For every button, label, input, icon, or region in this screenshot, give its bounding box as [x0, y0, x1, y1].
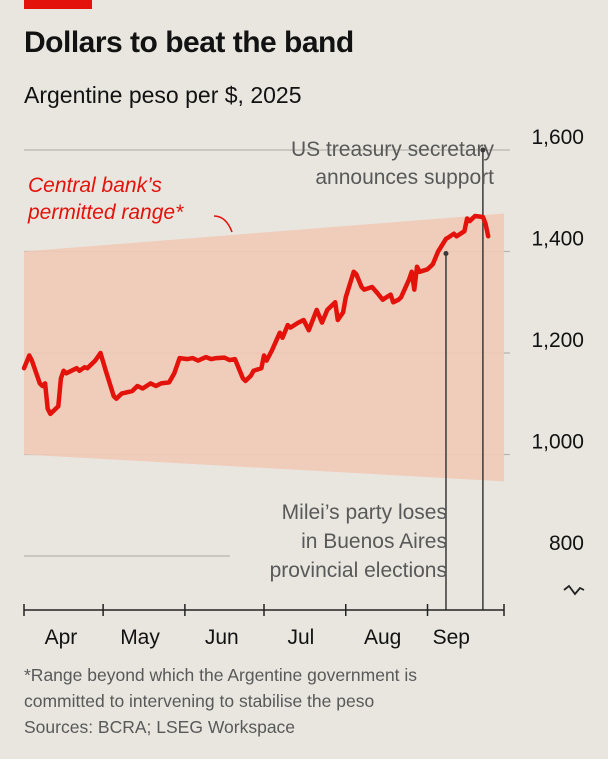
- series-layer: [21, 213, 491, 417]
- x-tick-label-sep: Sep: [433, 626, 470, 649]
- annotation-leaders: [443, 147, 486, 610]
- x-tick-label-aug: Aug: [364, 626, 401, 649]
- x-tick-label-apr: Apr: [45, 626, 78, 649]
- band-area: [24, 213, 504, 482]
- leader-dot-us-treasury: [480, 147, 486, 153]
- chart-subtitle: Argentine peso per $, 2025: [24, 82, 302, 108]
- y-tick-label-1200: 1,200: [531, 329, 584, 352]
- y-tick-label-1000: 1,000: [531, 431, 584, 454]
- footnote-line-2: committed to intervening to stabilise th…: [24, 691, 375, 711]
- annotation-milei-line-3: provincial elections: [270, 559, 447, 582]
- chart-title: Dollars to beat the band: [24, 26, 354, 59]
- band-label-line-1: Central bank’s: [28, 174, 162, 197]
- x-tick-label-jun: Jun: [205, 626, 239, 649]
- annotation-us-treasury-line-2: announces support: [315, 166, 494, 189]
- permitted-range-band: [24, 213, 504, 482]
- footnote: *Range beyond which the Argentine govern…: [24, 662, 417, 740]
- y-tick-label-800: 800: [549, 532, 584, 555]
- axis-break-icon: [563, 584, 585, 596]
- brand-tag: [24, 0, 92, 9]
- x-tick-label-jul: Jul: [287, 626, 314, 649]
- y-tick-label-1600: 1,600: [531, 126, 584, 149]
- series-line-peso: [21, 213, 491, 417]
- band-label-pointer: [213, 215, 233, 233]
- footnote-line-1: *Range beyond which the Argentine govern…: [24, 665, 418, 685]
- leader-dot-milei: [443, 251, 449, 256]
- sources-line: Sources: BCRA; LSEG Workspace: [24, 717, 296, 737]
- band-label-line-2: permitted range*: [27, 201, 184, 224]
- annotation-milei-line-1: Milei’s party loses: [282, 501, 447, 524]
- labels: Apr May Jun Jul Aug Sep 1,600 1,400 1,200 1,000 80…: [27, 126, 585, 649]
- x-tick-label-may: May: [120, 626, 160, 649]
- x-axis: [23, 604, 505, 616]
- annotation-milei-line-2: in Buenos Aires: [301, 530, 447, 553]
- annotation-us-treasury-line-1: US treasury secretary: [291, 138, 495, 161]
- y-tick-label-1400: 1,400: [531, 228, 584, 251]
